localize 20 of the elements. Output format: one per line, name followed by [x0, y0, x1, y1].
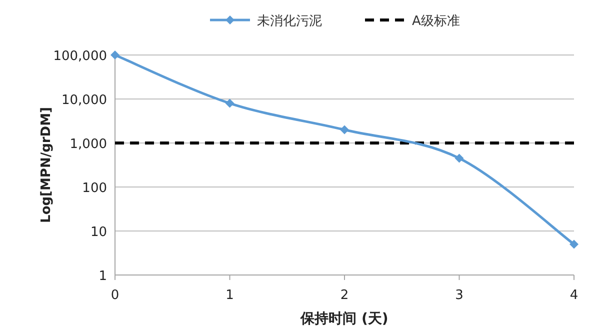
- x-tick-label: 1: [226, 288, 234, 303]
- x-tick-label: 3: [455, 288, 464, 303]
- y-tick-label: 10,000: [62, 93, 107, 108]
- y-tick-label: 100,000: [53, 49, 107, 64]
- x-axis-title: 保持时间 (天): [300, 311, 388, 327]
- y-tick-label: 1,000: [70, 137, 107, 152]
- x-tick-label: 0: [110, 288, 120, 303]
- legend-label: A级标准: [412, 14, 460, 29]
- point: [570, 240, 578, 249]
- y-tick-label: 1: [98, 269, 107, 284]
- point: [225, 98, 234, 108]
- y-tick-label: 10: [90, 225, 107, 240]
- y-tick-label: 100: [82, 181, 107, 196]
- legend-label: 未消化污泥: [257, 14, 322, 29]
- point: [340, 125, 349, 134]
- y-axis-title: Log[MPN/grDM]: [39, 107, 54, 223]
- point: [110, 50, 120, 60]
- x-tick-label: 2: [340, 288, 349, 303]
- point: [454, 154, 464, 163]
- x-tick-label: 4: [570, 288, 578, 303]
